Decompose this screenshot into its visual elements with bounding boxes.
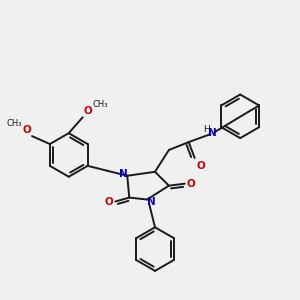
Text: H: H [203, 125, 210, 134]
Text: O: O [22, 125, 31, 135]
Text: O: O [84, 106, 92, 116]
Text: N: N [208, 128, 217, 138]
Text: O: O [196, 161, 206, 171]
Text: N: N [119, 169, 128, 179]
Text: N: N [147, 196, 155, 206]
Text: CH₃: CH₃ [92, 100, 108, 109]
Text: O: O [105, 196, 113, 206]
Text: O: O [187, 179, 196, 189]
Text: CH₃: CH₃ [7, 119, 22, 128]
